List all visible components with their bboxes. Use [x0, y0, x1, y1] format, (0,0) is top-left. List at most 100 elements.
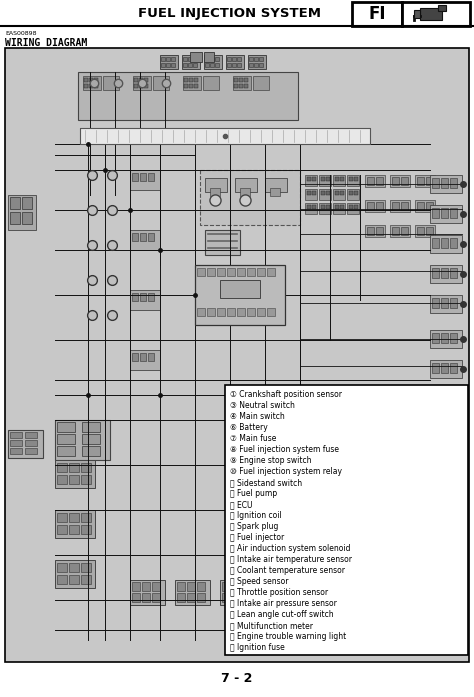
Bar	[205, 57, 209, 61]
Bar	[333, 203, 345, 214]
Bar	[450, 268, 457, 278]
Text: ⑴ Throttle position sensor: ⑴ Throttle position sensor	[230, 588, 328, 597]
Bar	[347, 203, 359, 214]
Bar	[307, 191, 311, 195]
Bar	[253, 76, 269, 90]
Bar	[10, 432, 22, 438]
Bar	[441, 298, 448, 308]
Bar	[183, 76, 201, 90]
Bar	[204, 55, 222, 69]
Bar	[354, 177, 358, 181]
Bar	[194, 84, 198, 88]
Bar	[222, 593, 230, 602]
Bar	[161, 63, 165, 67]
Bar	[237, 63, 241, 67]
Bar	[233, 76, 251, 90]
Bar	[175, 580, 210, 605]
Bar	[220, 580, 255, 605]
Bar	[81, 463, 91, 472]
Bar	[140, 293, 146, 301]
Bar	[235, 178, 257, 192]
Bar	[25, 432, 37, 438]
Bar	[133, 76, 151, 90]
Bar	[441, 178, 448, 188]
Bar	[84, 84, 88, 88]
Bar	[205, 63, 209, 67]
Bar	[55, 460, 95, 488]
Bar	[349, 205, 353, 209]
Text: ⑷ Multifunction meter: ⑷ Multifunction meter	[230, 621, 313, 630]
Bar	[132, 233, 138, 241]
Bar	[69, 563, 79, 572]
Bar	[441, 238, 448, 248]
Bar	[234, 84, 238, 88]
Bar	[321, 205, 325, 209]
Bar	[25, 440, 37, 446]
Bar	[415, 200, 435, 212]
Bar	[144, 78, 148, 82]
Text: ⑸ Engine trouble warning light: ⑸ Engine trouble warning light	[230, 632, 346, 641]
Bar	[210, 188, 220, 196]
Bar	[188, 57, 192, 61]
Bar	[335, 205, 339, 209]
Bar	[244, 84, 248, 88]
Bar	[335, 191, 339, 195]
Text: ⑳ Speed sensor: ⑳ Speed sensor	[230, 577, 289, 586]
Bar	[183, 57, 187, 61]
Bar	[417, 202, 424, 210]
Bar	[57, 422, 75, 432]
Bar	[307, 177, 311, 181]
Bar	[257, 268, 265, 276]
Bar	[265, 178, 287, 192]
Bar	[432, 238, 439, 248]
Bar	[307, 205, 311, 209]
Bar	[415, 225, 435, 237]
Bar	[430, 360, 462, 378]
Text: ⑬ ECU: ⑬ ECU	[230, 500, 253, 509]
Text: EAS00898: EAS00898	[5, 31, 36, 36]
Bar	[365, 200, 385, 212]
Bar	[450, 363, 457, 373]
Bar	[81, 575, 91, 584]
Bar	[197, 582, 205, 591]
Bar	[132, 593, 140, 602]
Bar	[57, 475, 67, 484]
Bar	[89, 84, 93, 88]
Bar	[171, 57, 175, 61]
Bar	[242, 582, 250, 591]
Bar	[130, 350, 160, 370]
Bar	[69, 463, 79, 472]
Text: ⑧ Fuel injection system fuse: ⑧ Fuel injection system fuse	[230, 445, 339, 454]
Bar	[187, 593, 195, 602]
Text: ⑭ Ignition coil: ⑭ Ignition coil	[230, 511, 282, 520]
Bar	[237, 57, 241, 61]
Bar	[215, 57, 219, 61]
Bar	[144, 84, 148, 88]
Bar	[215, 63, 219, 67]
Bar	[441, 208, 448, 218]
Text: ⑰ Air induction system solenoid: ⑰ Air induction system solenoid	[230, 544, 350, 553]
Bar	[247, 308, 255, 316]
Bar	[57, 446, 75, 456]
Text: ⑥ Battery: ⑥ Battery	[230, 423, 268, 432]
Bar	[82, 422, 100, 432]
Bar	[171, 63, 175, 67]
Bar	[81, 475, 91, 484]
Bar	[340, 177, 344, 181]
Bar	[220, 280, 260, 298]
Bar	[254, 63, 258, 67]
Bar	[82, 446, 100, 456]
Bar	[193, 63, 197, 67]
Bar	[184, 78, 188, 82]
Bar	[326, 205, 330, 209]
Bar	[227, 308, 235, 316]
Bar	[166, 63, 170, 67]
Bar	[232, 593, 240, 602]
Bar	[148, 353, 154, 361]
Bar	[312, 191, 316, 195]
Bar	[69, 525, 79, 534]
Bar	[130, 290, 160, 310]
Bar	[267, 308, 275, 316]
Bar	[249, 63, 253, 67]
Bar	[340, 205, 344, 209]
